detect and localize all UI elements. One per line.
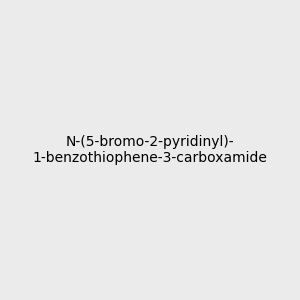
Text: N-(5-bromo-2-pyridinyl)-
1-benzothiophene-3-carboxamide: N-(5-bromo-2-pyridinyl)- 1-benzothiophen…: [33, 135, 267, 165]
